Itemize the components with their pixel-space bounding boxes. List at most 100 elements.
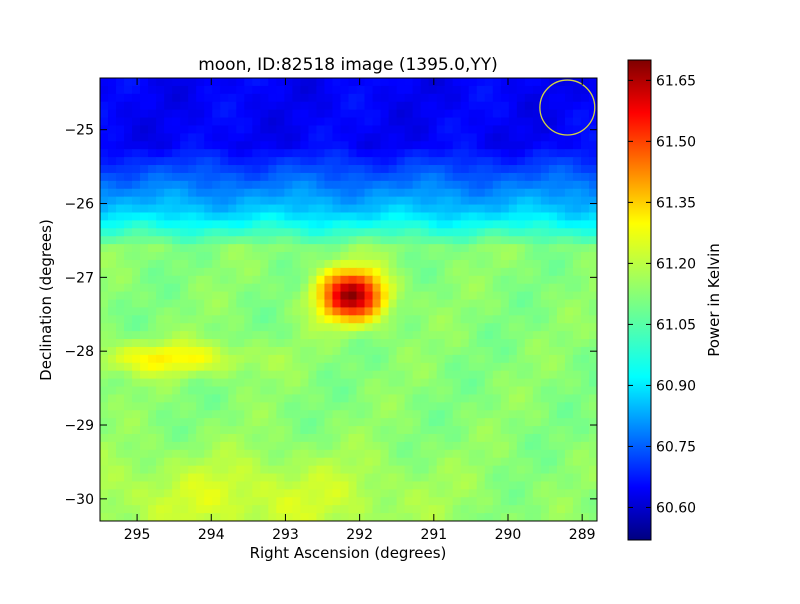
heatmap-cell <box>188 228 197 237</box>
heatmap-cell <box>500 220 510 229</box>
heatmap-cell <box>540 149 550 158</box>
heatmap-cell <box>188 204 197 214</box>
heatmap-cell <box>556 465 566 475</box>
heatmap-cell <box>524 228 534 237</box>
heatmap-cell <box>148 339 157 348</box>
heatmap-cell <box>484 299 494 309</box>
heatmap-cell <box>292 220 302 229</box>
heatmap-cell <box>420 267 430 277</box>
x-tick-label: 295 <box>124 527 151 543</box>
heatmap-cell <box>364 93 374 103</box>
heatmap-cell <box>268 101 277 111</box>
heatmap-cell <box>492 402 502 411</box>
heatmap-cell <box>324 473 334 483</box>
heatmap-cell <box>460 125 470 134</box>
heatmap-cell <box>124 315 133 324</box>
heatmap-cell <box>188 370 197 380</box>
heatmap-cell <box>532 267 542 277</box>
heatmap-cell <box>356 346 366 356</box>
heatmap-cell <box>324 465 334 475</box>
heatmap-cell <box>252 505 261 514</box>
heatmap-cell <box>476 378 486 388</box>
heatmap-cell <box>364 85 374 95</box>
heatmap-cell <box>164 354 173 364</box>
heatmap-cell <box>276 165 285 174</box>
heatmap-cell <box>452 354 462 364</box>
heatmap-cell <box>156 394 165 403</box>
heatmap-cell <box>188 283 197 293</box>
heatmap-cell <box>484 354 494 364</box>
heatmap-cell <box>132 465 141 475</box>
heatmap-cell <box>324 252 334 261</box>
heatmap-cell <box>268 283 277 293</box>
heatmap-cell <box>228 299 237 309</box>
heatmap-cell <box>268 212 277 221</box>
heatmap-cell <box>412 267 422 277</box>
heatmap-cell <box>260 275 269 285</box>
heatmap-cell <box>236 497 245 506</box>
heatmap-cell <box>100 220 109 229</box>
heatmap-cell <box>132 410 141 419</box>
heatmap-cell <box>284 275 293 285</box>
heatmap-cell <box>380 188 390 198</box>
heatmap-cell <box>332 370 342 380</box>
heatmap-cell <box>188 212 197 221</box>
heatmap-cell <box>236 481 245 490</box>
heatmap-cell <box>572 228 582 237</box>
heatmap-cell <box>396 418 406 427</box>
heatmap-cell <box>396 85 406 95</box>
heatmap-cell <box>588 457 597 467</box>
heatmap-cell <box>204 346 213 356</box>
heatmap-cell <box>476 259 486 269</box>
heatmap-cell <box>436 378 446 388</box>
heatmap-cell <box>500 481 510 490</box>
heatmap-cell <box>412 426 422 435</box>
heatmap-cell <box>540 481 550 490</box>
heatmap-cell <box>292 283 302 293</box>
heatmap-cell <box>524 204 534 214</box>
heatmap-cell <box>396 172 406 182</box>
heatmap-cell <box>204 267 213 277</box>
heatmap-cell <box>124 165 133 174</box>
heatmap-cell <box>180 196 189 206</box>
heatmap-cell <box>372 339 382 348</box>
heatmap-cell <box>156 339 165 348</box>
heatmap-cell <box>436 426 446 435</box>
heatmap-cell <box>164 386 173 396</box>
x-tick-label: 294 <box>198 527 225 543</box>
heatmap-cell <box>348 339 358 348</box>
heatmap-cell <box>132 141 141 150</box>
heatmap-cell <box>508 236 518 245</box>
heatmap-cell <box>572 275 582 285</box>
heatmap-cell <box>396 299 406 309</box>
heatmap-cell <box>428 473 438 483</box>
heatmap-cell <box>524 402 534 411</box>
heatmap-cell <box>452 117 462 127</box>
heatmap-cell <box>332 473 342 483</box>
heatmap-cell <box>580 291 590 301</box>
heatmap-cell <box>460 149 470 158</box>
heatmap-cell <box>548 212 558 221</box>
heatmap-cell <box>100 505 109 514</box>
heatmap-cell <box>372 331 382 340</box>
heatmap-cell <box>308 180 318 190</box>
heatmap-cell <box>220 212 229 221</box>
heatmap-cell <box>140 133 149 142</box>
heatmap-cell <box>444 402 454 411</box>
heatmap-cell <box>212 362 221 372</box>
heatmap-cell <box>236 441 245 451</box>
heatmap-cell <box>396 291 406 301</box>
heatmap-cell <box>316 489 326 498</box>
heatmap-cell <box>188 101 197 111</box>
heatmap-cell <box>140 101 149 111</box>
heatmap-cell <box>180 362 189 372</box>
heatmap-cell <box>188 362 197 372</box>
heatmap-cell <box>308 109 318 119</box>
heatmap-cell <box>340 418 350 427</box>
heatmap-cell <box>268 117 277 127</box>
heatmap-cell <box>396 315 406 324</box>
heatmap-cell <box>492 228 502 237</box>
heatmap-cell <box>532 141 542 150</box>
heatmap-cell <box>476 236 486 245</box>
heatmap-cell <box>220 101 229 111</box>
